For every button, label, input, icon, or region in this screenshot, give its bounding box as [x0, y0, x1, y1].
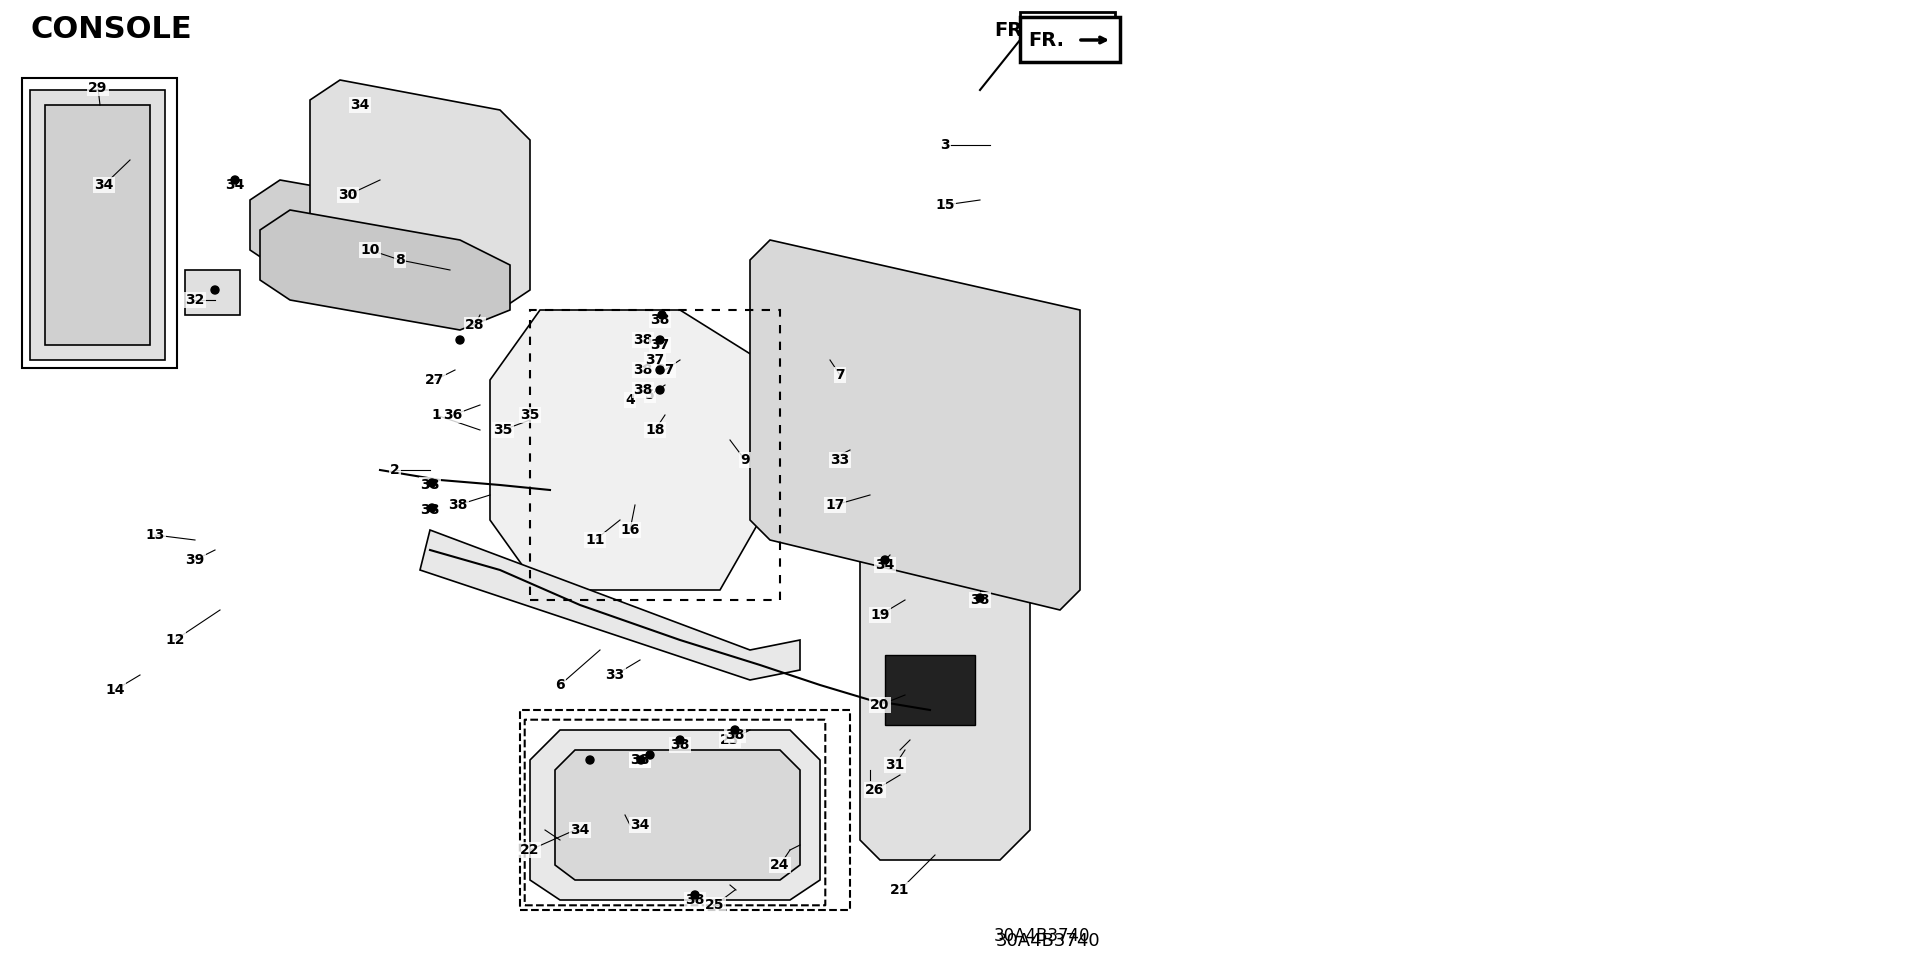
Text: 38: 38 — [651, 313, 670, 327]
Text: 37: 37 — [651, 338, 670, 352]
Circle shape — [645, 751, 655, 759]
Text: 25: 25 — [705, 898, 724, 912]
Text: 33: 33 — [829, 453, 851, 467]
Text: 24: 24 — [770, 858, 789, 872]
Text: 38: 38 — [726, 728, 745, 742]
Polygon shape — [860, 540, 1029, 860]
Circle shape — [428, 504, 436, 512]
Text: 38: 38 — [970, 593, 989, 607]
Text: FR.: FR. — [1027, 31, 1064, 50]
Text: 34: 34 — [570, 823, 589, 837]
Text: 23: 23 — [720, 733, 739, 747]
Text: FR.: FR. — [995, 20, 1029, 39]
Text: 28: 28 — [465, 318, 484, 332]
Text: 3: 3 — [941, 138, 950, 152]
Circle shape — [637, 756, 645, 764]
Circle shape — [657, 336, 664, 344]
Text: 35: 35 — [520, 408, 540, 422]
Text: 22: 22 — [520, 843, 540, 857]
Text: 12: 12 — [165, 633, 184, 647]
Text: 34: 34 — [630, 818, 649, 832]
Circle shape — [657, 386, 664, 394]
Text: 34: 34 — [225, 178, 244, 192]
Circle shape — [881, 556, 889, 564]
Circle shape — [657, 366, 664, 374]
Text: 18: 18 — [645, 423, 664, 437]
Text: 13: 13 — [146, 528, 165, 542]
Text: 31: 31 — [885, 758, 904, 772]
Text: 2: 2 — [390, 463, 399, 477]
Text: 9: 9 — [741, 453, 751, 467]
Text: 38: 38 — [670, 738, 689, 752]
Polygon shape — [420, 530, 801, 680]
Circle shape — [586, 756, 593, 764]
Text: 38: 38 — [447, 498, 468, 512]
Text: 21: 21 — [891, 883, 910, 897]
Text: 5: 5 — [645, 388, 655, 402]
Text: 19: 19 — [870, 608, 889, 622]
Text: 38: 38 — [634, 383, 653, 397]
Text: 32: 32 — [186, 293, 205, 307]
Text: 8: 8 — [396, 253, 405, 267]
Bar — [1020, 17, 1119, 62]
Text: 16: 16 — [620, 523, 639, 537]
Text: 34: 34 — [94, 178, 113, 192]
Text: 34: 34 — [876, 558, 895, 572]
Text: 34: 34 — [630, 753, 649, 767]
Circle shape — [428, 479, 436, 487]
Text: 30A4B3740: 30A4B3740 — [995, 932, 1100, 950]
Circle shape — [691, 891, 699, 899]
Text: 38: 38 — [630, 753, 649, 767]
Polygon shape — [44, 105, 150, 345]
Polygon shape — [309, 80, 530, 310]
Polygon shape — [751, 240, 1079, 610]
Polygon shape — [31, 90, 165, 360]
Polygon shape — [259, 210, 511, 330]
Text: 33: 33 — [605, 668, 624, 682]
Text: 26: 26 — [866, 783, 885, 797]
Text: CONSOLE: CONSOLE — [31, 15, 192, 44]
Bar — [184, 270, 240, 315]
Text: 7: 7 — [835, 368, 845, 382]
Text: 38: 38 — [685, 893, 705, 907]
Text: 38: 38 — [420, 478, 440, 492]
Text: 37: 37 — [645, 353, 664, 367]
Text: 35: 35 — [493, 423, 513, 437]
Text: 10: 10 — [361, 243, 380, 257]
Circle shape — [676, 736, 684, 744]
Circle shape — [230, 176, 238, 184]
Bar — [1020, 12, 1116, 50]
Polygon shape — [530, 730, 820, 900]
Circle shape — [211, 286, 219, 294]
Polygon shape — [555, 750, 801, 880]
Circle shape — [457, 336, 465, 344]
Text: FR.: FR. — [1035, 22, 1068, 40]
Text: 29: 29 — [88, 81, 108, 95]
Text: 20: 20 — [870, 698, 889, 712]
Circle shape — [659, 311, 666, 319]
Text: 30A4B3740: 30A4B3740 — [993, 927, 1091, 945]
Text: 4: 4 — [626, 393, 636, 407]
Text: 38: 38 — [634, 363, 653, 377]
Text: 38: 38 — [634, 333, 653, 347]
Text: 38: 38 — [420, 503, 440, 517]
Text: 14: 14 — [106, 683, 125, 697]
Text: 36: 36 — [444, 408, 463, 422]
Text: 11: 11 — [586, 533, 605, 547]
Text: 1: 1 — [432, 408, 442, 422]
Polygon shape — [250, 180, 490, 300]
Text: 6: 6 — [555, 678, 564, 692]
Circle shape — [975, 594, 983, 602]
Text: 34: 34 — [349, 98, 371, 112]
Circle shape — [732, 726, 739, 734]
Text: 15: 15 — [935, 198, 954, 212]
Text: 27: 27 — [426, 373, 445, 387]
Bar — [885, 655, 975, 725]
Text: 37: 37 — [655, 363, 674, 377]
Text: 17: 17 — [826, 498, 845, 512]
Text: 39: 39 — [186, 553, 205, 567]
Polygon shape — [490, 310, 760, 590]
Text: 30: 30 — [338, 188, 357, 202]
